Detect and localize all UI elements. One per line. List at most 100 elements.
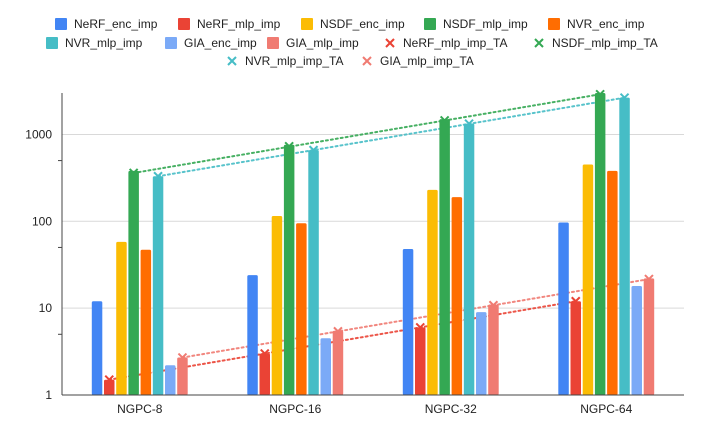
legend-marker — [227, 56, 237, 66]
legend-swatch — [548, 18, 560, 30]
marker-gia-mlp-imp-ta-ngpc-16 — [333, 326, 343, 337]
bar-nvr-mlp-imp-ngpc-64 — [619, 97, 630, 395]
legend-item-gia-mlp-imp[interactable]: GIA_mlp_imp — [267, 36, 359, 50]
legend-label: NSDF_mlp_imp — [443, 17, 528, 31]
bar-nerf-enc-imp-ngpc-64 — [558, 222, 569, 395]
bar-nvr-mlp-imp-ngpc-32 — [463, 123, 475, 396]
bar-nvr-mlp-imp-ngpc-8 — [152, 176, 164, 395]
bar-nsdf-enc-imp-ngpc-64 — [582, 164, 594, 395]
marker-gia-mlp-imp-ta-ngpc-32 — [488, 300, 499, 310]
marker-nerf-mlp-imp-ta-ngpc-64 — [571, 296, 581, 306]
legend-swatch — [55, 18, 67, 30]
marker-nsdf-mlp-imp-ta-ngpc-64 — [595, 89, 605, 99]
bar-nerf-mlp-imp-ngpc-64 — [570, 301, 581, 395]
bar-gia-enc-imp-ngpc-8 — [165, 365, 176, 395]
legend-label: NeRF_mlp_imp — [197, 17, 281, 31]
legend-marker — [534, 38, 544, 48]
marker-nerf-mlp-imp-ta-ngpc-32 — [415, 322, 425, 333]
legend-item-gia-mlp-imp-ta[interactable]: GIA_mlp_imp_TA — [362, 54, 474, 68]
legend-label: NSDF_enc_imp — [320, 17, 405, 31]
legend-label: NeRF_enc_imp — [74, 17, 158, 31]
legend-item-nerf-mlp-imp[interactable]: NeRF_mlp_imp — [178, 17, 281, 31]
legend-swatch — [301, 18, 313, 30]
legend-item-nerf-enc-imp[interactable]: NeRF_enc_imp — [55, 17, 158, 31]
trendline-nsdf-mlp-imp-ta — [132, 93, 602, 174]
marker-gia-mlp-imp-ta-ngpc-8 — [177, 352, 188, 363]
legend-label: GIA_enc_imp — [184, 36, 257, 50]
legend-item-nsdf-mlp-imp[interactable]: NSDF_mlp_imp — [424, 17, 528, 31]
tick-labels: 1 10 100 1000 NGPC-8 NGPC-16 NGPC-32 NGPC-64 — [25, 127, 632, 416]
axes — [58, 93, 684, 396]
legend-label: NVR_enc_imp — [567, 17, 645, 31]
bar-nsdf-mlp-imp-ngpc-16 — [283, 144, 295, 395]
bar-nsdf-enc-imp-ngpc-16 — [271, 216, 283, 395]
y-tick-label: 100 — [32, 214, 52, 228]
marker-nerf-mlp-imp-ta-ngpc-8 — [104, 374, 114, 385]
legend-swatch — [165, 37, 177, 49]
marker-nsdf-mlp-imp-ta-ngpc-8 — [128, 168, 139, 178]
marker-nvr-mlp-imp-ta-ngpc-16 — [308, 145, 319, 155]
bar-nsdf-mlp-imp-ngpc-32 — [439, 119, 450, 395]
bar-nerf-enc-imp-ngpc-32 — [402, 248, 414, 395]
bar-gia-mlp-imp-ngpc-32 — [488, 304, 499, 395]
legend-label: NVR_mlp_imp_TA — [245, 54, 343, 68]
marker-nsdf-mlp-imp-ta-ngpc-32 — [439, 115, 450, 126]
bar-nerf-mlp-imp-ngpc-32 — [415, 327, 426, 395]
x-tick-label-ngpc-32: NGPC-32 — [425, 402, 477, 416]
legend-marker — [362, 56, 372, 66]
bar-nsdf-enc-imp-ngpc-8 — [116, 241, 127, 395]
marker-nerf-mlp-imp-ta-ngpc-16 — [260, 348, 270, 359]
bar-nerf-enc-imp-ngpc-16 — [247, 275, 258, 395]
y-tick-label: 1000 — [25, 127, 52, 141]
marker-nsdf-mlp-imp-ta-ngpc-16 — [284, 141, 294, 152]
legend: NeRF_enc_imp NeRF_mlp_imp NSDF_enc_imp NSDF… — [46, 17, 658, 68]
legend-marker — [385, 38, 395, 48]
x-tick-label-ngpc-8: NGPC-8 — [117, 402, 163, 416]
legend-label: NeRF_mlp_imp_TA — [403, 36, 507, 50]
x-tick-label-ngpc-16: NGPC-16 — [269, 402, 321, 416]
legend-swatch — [424, 18, 436, 30]
legend-label: NSDF_mlp_imp_TA — [552, 36, 658, 50]
legend-swatch — [267, 37, 279, 49]
bar-nvr-enc-imp-ngpc-32 — [451, 197, 463, 395]
bar-gia-mlp-imp-ngpc-16 — [332, 330, 344, 395]
bar-nsdf-enc-imp-ngpc-32 — [427, 189, 438, 395]
legend-swatch — [178, 18, 190, 30]
legend-item-nvr-mlp-imp-ta[interactable]: NVR_mlp_imp_TA — [227, 54, 343, 68]
legend-label: NVR_mlp_imp — [65, 36, 143, 50]
y-tick-label: 1 — [45, 388, 52, 402]
bar-gia-enc-imp-ngpc-64 — [631, 285, 642, 395]
legend-item-gia-enc-imp[interactable]: GIA_enc_imp — [165, 36, 257, 50]
legend-item-nsdf-mlp-imp-ta[interactable]: NSDF_mlp_imp_TA — [534, 36, 658, 50]
bar-gia-enc-imp-ngpc-32 — [476, 312, 487, 395]
y-tick-label: 10 — [39, 301, 53, 315]
markers — [104, 89, 654, 385]
bar-gia-mlp-imp-ngpc-64 — [643, 278, 655, 395]
bar-nsdf-mlp-imp-ngpc-8 — [128, 170, 139, 395]
marker-nvr-mlp-imp-ta-ngpc-32 — [464, 118, 474, 129]
marker-gia-mlp-imp-ta-ngpc-64 — [644, 274, 654, 284]
x-tick-label-ngpc-64: NGPC-64 — [580, 402, 632, 416]
marker-nvr-mlp-imp-ta-ngpc-64 — [619, 92, 630, 103]
legend-label: GIA_mlp_imp_TA — [380, 54, 474, 68]
legend-swatch — [46, 37, 58, 49]
bar-nvr-enc-imp-ngpc-16 — [296, 223, 307, 395]
trendline-gia-mlp-imp-ta — [181, 278, 650, 359]
legend-label: GIA_mlp_imp — [286, 36, 359, 50]
legend-item-nvr-mlp-imp[interactable]: NVR_mlp_imp — [46, 36, 143, 50]
legend-item-nvr-enc-imp[interactable]: NVR_enc_imp — [548, 17, 645, 31]
trendline-nvr-mlp-imp-ta — [157, 96, 626, 178]
legend-item-nerf-mlp-imp-ta[interactable]: NeRF_mlp_imp_TA — [385, 36, 507, 50]
bars — [91, 93, 655, 396]
bar-gia-enc-imp-ngpc-16 — [320, 338, 331, 395]
marker-nvr-mlp-imp-ta-ngpc-8 — [153, 171, 163, 181]
bar-nvr-enc-imp-ngpc-8 — [140, 249, 152, 395]
bar-nvr-mlp-imp-ngpc-16 — [308, 150, 319, 395]
bar-nerf-mlp-imp-ngpc-16 — [259, 353, 270, 395]
legend-item-nsdf-enc-imp[interactable]: NSDF_enc_imp — [301, 17, 405, 31]
bar-nsdf-mlp-imp-ngpc-64 — [594, 93, 606, 395]
bar-nerf-enc-imp-ngpc-8 — [91, 301, 103, 395]
bar-gia-mlp-imp-ngpc-8 — [177, 357, 188, 395]
bar-nvr-enc-imp-ngpc-64 — [607, 170, 618, 395]
